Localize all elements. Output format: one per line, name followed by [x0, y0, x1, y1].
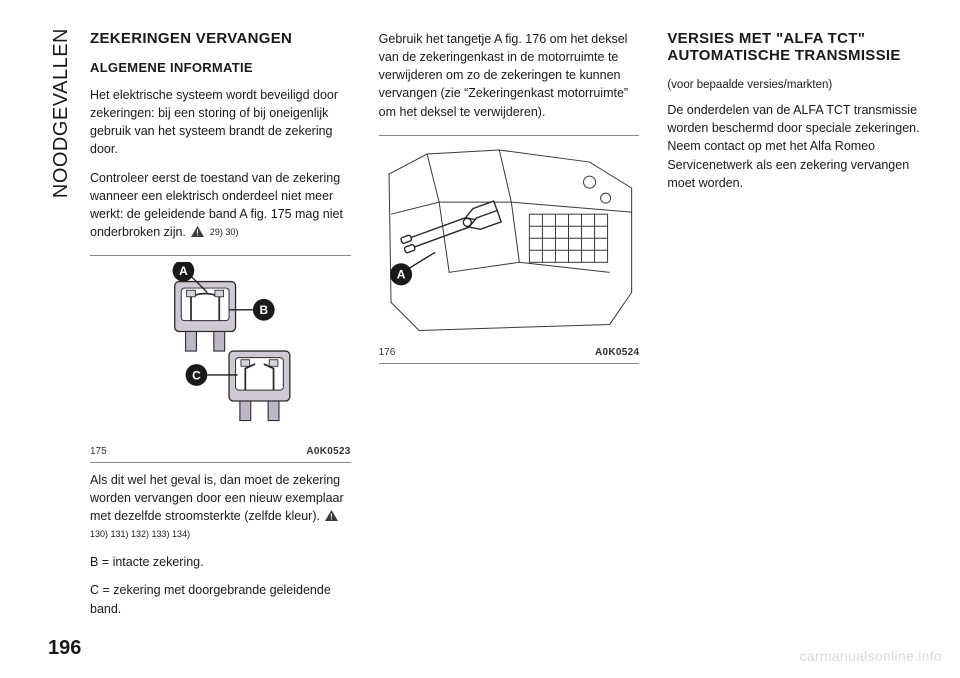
label-A: A — [396, 267, 405, 281]
paragraph: Als dit wel het geval is, dan moet de ze… — [90, 471, 351, 544]
paragraph: Gebruik het tangetje A fig. 176 om het d… — [379, 30, 640, 121]
label-A: A — [179, 264, 188, 278]
svg-text:!: ! — [331, 513, 334, 522]
figure-number: 176 — [379, 346, 396, 361]
paragraph-text: Als dit wel het geval is, dan moet de ze… — [90, 473, 344, 523]
label-C: C — [192, 368, 201, 382]
figure-175-svg: A B C — [90, 262, 351, 441]
chapter-label: NOODGEVALLEN — [50, 0, 73, 28]
footnote-refs: 29) 30) — [210, 227, 239, 237]
figure-175-caption: 175 A0K0523 — [90, 445, 351, 460]
paragraph: Het elektrische systeem wordt beveiligd … — [90, 86, 351, 159]
figure-176-caption: 176 A0K0524 — [379, 346, 640, 361]
figure-number: 175 — [90, 445, 107, 460]
column-2: Gebruik het tangetje A fig. 176 om het d… — [379, 30, 640, 620]
figure-code: A0K0524 — [595, 346, 639, 361]
section-title: VERSIES MET "ALFA TCT" AUTOMATISCHE TRAN… — [667, 30, 928, 65]
warning-exclaim-icon: ! — [325, 510, 338, 521]
section-subhead: ALGEMENE INFORMATIE — [90, 59, 351, 78]
paragraph: C = zekering met doorgebrande geleidende… — [90, 581, 351, 617]
column-3: VERSIES MET "ALFA TCT" AUTOMATISCHE TRAN… — [667, 30, 928, 620]
paragraph: Controleer eerst de toestand van de zeke… — [90, 169, 351, 242]
figure-code: A0K0523 — [306, 445, 350, 460]
page-body: ZEKERINGEN VERVANGEN ALGEMENE INFORMATIE… — [48, 30, 928, 620]
figure-176: A 176 A0K0524 — [379, 135, 640, 364]
footnote-refs: 130) 131) 132) 133) 134) — [90, 529, 190, 539]
paragraph: B = intacte zekering. — [90, 553, 351, 571]
figure-175: A B C 175 A0K0523 — [90, 255, 351, 463]
column-1: ZEKERINGEN VERVANGEN ALGEMENE INFORMATIE… — [90, 30, 351, 620]
label-B: B — [259, 303, 268, 317]
section-title: ZEKERINGEN VERVANGEN — [90, 30, 351, 47]
section-subnote: (voor bepaalde versies/markten) — [667, 77, 928, 94]
paragraph: De onderdelen van de ALFA TCT transmissi… — [667, 101, 928, 192]
page-number: 196 — [48, 637, 81, 660]
watermark: carmanualsonline.info — [800, 648, 943, 664]
figure-176-svg: A — [379, 142, 640, 343]
warning-triangle-icon — [191, 226, 204, 237]
